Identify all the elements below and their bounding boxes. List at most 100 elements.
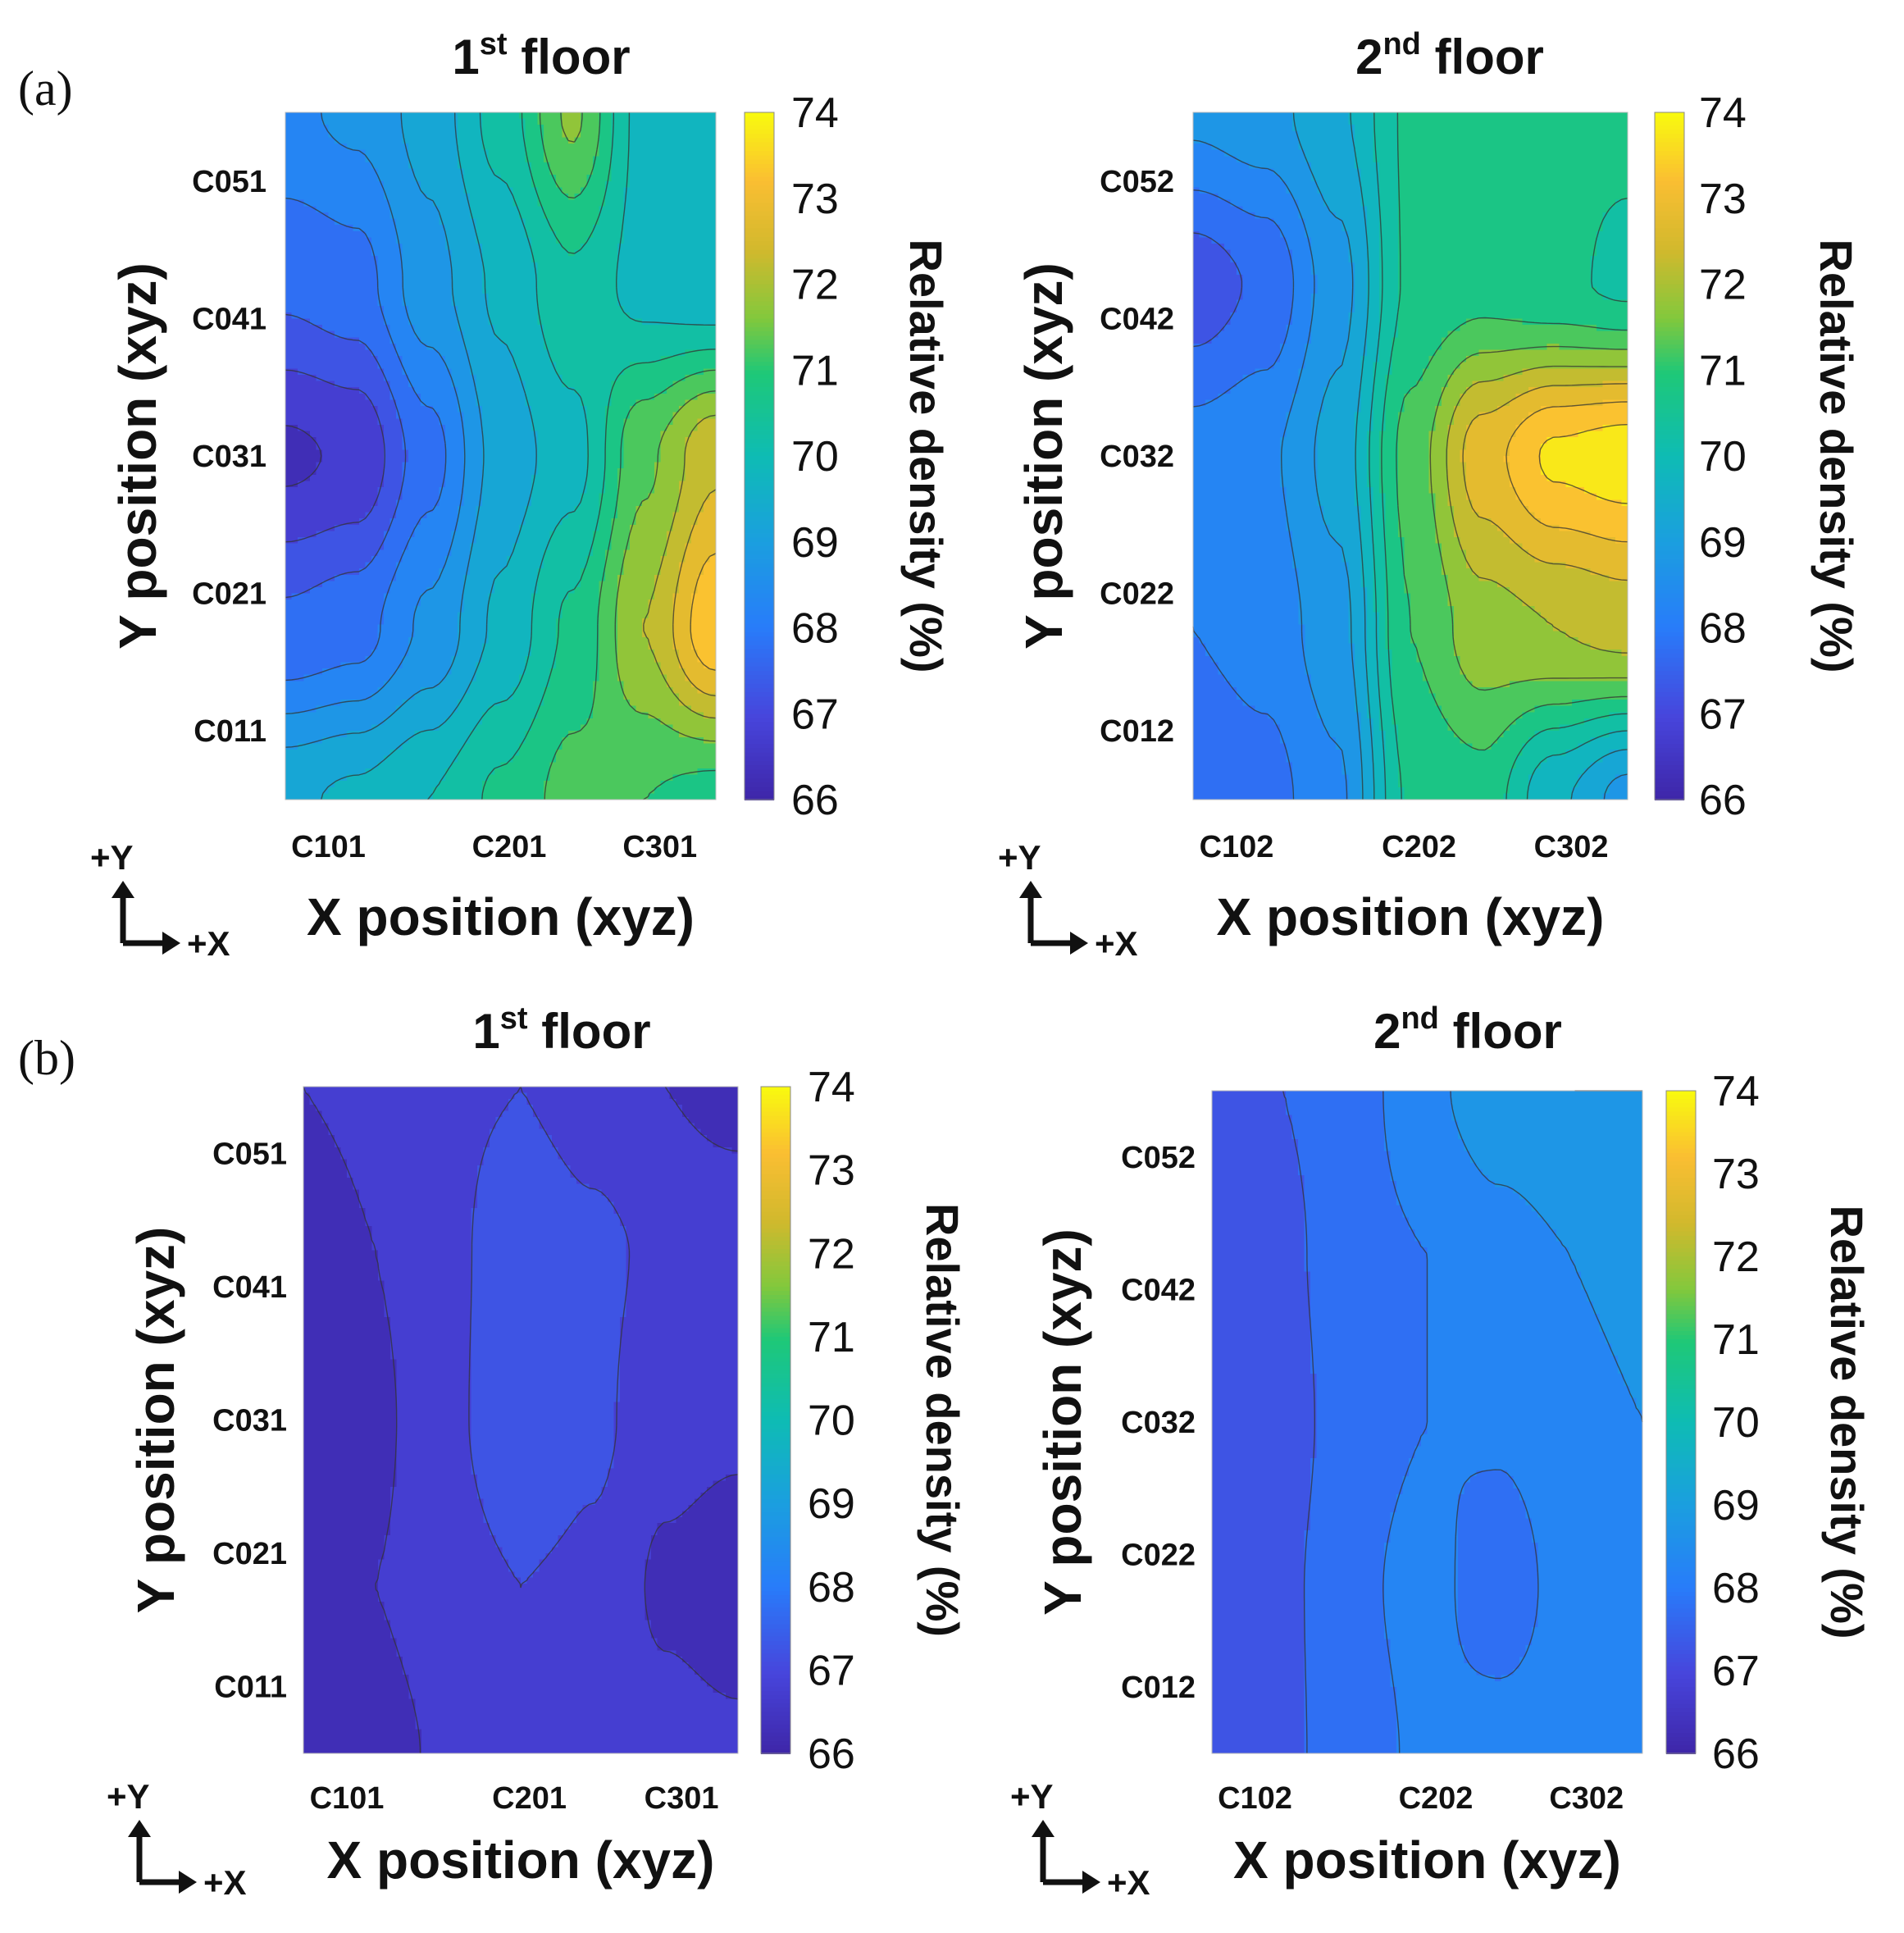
y-tick-label: C031 [212, 1404, 287, 1438]
title-rest: floor [1421, 30, 1544, 84]
colorbar-tick-label: 69 [791, 519, 839, 567]
colorbar-tick-label: 74 [791, 89, 839, 137]
y-tick-label: C012 [1100, 714, 1174, 749]
colorbar-tick-label: 67 [791, 691, 839, 738]
colorbar-tick-label: 70 [808, 1397, 855, 1445]
colorbar-tick-label: 74 [1712, 1068, 1760, 1115]
direction-axes [1031, 894, 1073, 943]
direction-x-label: +X [1095, 924, 1138, 963]
x-axis-title: X position (xyz) [327, 1830, 715, 1890]
arrow-up-icon [128, 1820, 151, 1837]
y-tick-label: C041 [192, 302, 266, 336]
colorbar-tick-label: 68 [808, 1564, 855, 1612]
colorbar-tick-label: 69 [808, 1480, 855, 1528]
colorbar-tick-label: 71 [791, 347, 839, 394]
colorbar-title: Relative density (%) [900, 239, 952, 672]
colorbar-tick-label: 72 [1699, 262, 1747, 309]
colorbar-tick-label: 66 [808, 1730, 855, 1778]
colorbar-tick-label: 72 [791, 262, 839, 309]
direction-axes [139, 1833, 182, 1882]
colorbar-tick-label: 67 [1712, 1648, 1760, 1695]
x-axis-title: X position (xyz) [1233, 1830, 1621, 1890]
y-tick-label: C011 [194, 714, 266, 749]
colorbar-tick-label: 70 [791, 433, 839, 481]
contour-fill [285, 112, 717, 800]
chart-title: 2nd floor [1373, 1001, 1562, 1059]
title-superscript: st [480, 27, 508, 62]
x-tick-label: C101 [291, 830, 366, 864]
arrow-right-icon [1070, 932, 1088, 955]
y-tick-label: C012 [1121, 1671, 1196, 1705]
direction-y-label: +Y [1010, 1777, 1054, 1816]
colorbar-tick-label: 72 [1712, 1233, 1760, 1281]
direction-indicator: +Y +X [998, 838, 1138, 963]
y-tick-label: C041 [212, 1270, 287, 1305]
y-tick-label: C052 [1121, 1141, 1196, 1175]
colorbar-tick-label: 66 [791, 777, 839, 824]
direction-x-label: +X [1107, 1863, 1150, 1902]
y-axis-title: Y position (xyz) [1033, 1229, 1092, 1616]
colorbar-tick-label: 69 [1699, 519, 1747, 567]
x-tick-label: C101 [310, 1781, 385, 1816]
arrow-right-icon [1082, 1871, 1100, 1894]
x-tick-label: C301 [622, 830, 697, 864]
direction-x-label: +X [187, 924, 230, 963]
direction-x-label: +X [203, 1863, 247, 1902]
arrow-up-icon [1032, 1820, 1054, 1837]
arrow-up-icon [112, 881, 134, 898]
colorbar-tick-label: 71 [808, 1314, 855, 1361]
colorbar-tick-label: 73 [791, 176, 839, 223]
title-superscript: nd [1382, 27, 1420, 62]
y-tick-label: C042 [1121, 1273, 1196, 1307]
colorbar-tick-label: 71 [1699, 347, 1747, 394]
colorbar-tick-label: 73 [808, 1147, 855, 1195]
x-tick-label: C302 [1549, 1781, 1624, 1816]
title-number: 1 [452, 30, 479, 84]
y-axis-title: Y position (xyz) [126, 1227, 185, 1614]
y-tick-label: C032 [1100, 440, 1174, 474]
x-tick-label: C302 [1534, 830, 1609, 864]
colorbar-title: Relative density (%) [1811, 239, 1862, 672]
chart-title: 2nd floor [1355, 27, 1544, 84]
title-number: 1 [472, 1004, 499, 1059]
colorbar-tick-label: 67 [1699, 691, 1747, 738]
title-number: 2 [1355, 30, 1382, 84]
colorbar-tick-label: 69 [1712, 1482, 1760, 1530]
colorbar-tick-label: 67 [808, 1647, 855, 1694]
y-tick-label: C051 [192, 165, 266, 199]
direction-y-label: +Y [998, 838, 1041, 877]
y-tick-label: C021 [192, 577, 266, 612]
chart-title: 1st floor [452, 27, 630, 84]
y-tick-label: C022 [1121, 1539, 1196, 1573]
colorbar-tick-label: 74 [1699, 89, 1747, 137]
title-number: 2 [1373, 1004, 1401, 1059]
y-tick-label: C022 [1100, 577, 1174, 612]
x-tick-label: C202 [1382, 830, 1456, 864]
colorbar-tick-label: 66 [1712, 1730, 1760, 1778]
y-tick-label: C042 [1100, 302, 1174, 336]
contour-fill [1193, 112, 1628, 800]
x-axis-title: X position (xyz) [307, 887, 695, 946]
y-axis-title: Y position (xyz) [108, 262, 167, 650]
colorbar-tick-label: 73 [1699, 176, 1747, 223]
colorbar-tick-label: 70 [1699, 433, 1747, 481]
colorbar-tick-label: 68 [791, 605, 839, 653]
panel-label-b: (b) [18, 1031, 75, 1085]
title-rest: floor [508, 30, 631, 84]
colorbar: 66 67 68 69 70 71 72 73 74 Relative density (%) [745, 89, 952, 824]
x-tick-label: C201 [492, 1781, 567, 1816]
colorbar-tick-label: 71 [1712, 1316, 1760, 1364]
colorbar-title: Relative density (%) [1821, 1205, 1873, 1639]
x-tick-label: C202 [1399, 1781, 1474, 1816]
y-tick-label: C031 [192, 440, 266, 474]
x-axis-title: X position (xyz) [1217, 887, 1605, 946]
colorbar-tick-label: 72 [808, 1230, 855, 1278]
direction-indicator: +Y+X [107, 1777, 247, 1902]
